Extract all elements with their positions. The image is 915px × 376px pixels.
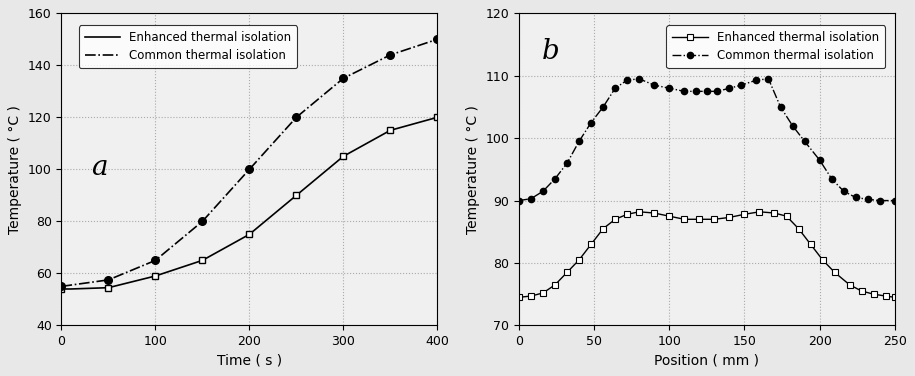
Common thermal isolation	[736, 83, 747, 87]
Enhanced thermal isolation	[562, 270, 573, 274]
Legend: Enhanced thermal isolation, Common thermal isolation: Enhanced thermal isolation, Common therm…	[79, 26, 297, 68]
Common thermal isolation	[634, 77, 645, 81]
Enhanced thermal isolation	[197, 258, 208, 262]
Enhanced thermal isolation	[597, 226, 608, 231]
Y-axis label: Temperature ( °C ): Temperature ( °C )	[466, 105, 479, 234]
Enhanced thermal isolation	[65, 287, 76, 291]
Enhanced thermal isolation	[679, 217, 690, 221]
Common thermal isolation	[621, 78, 632, 82]
Common thermal isolation	[691, 89, 702, 94]
Common thermal isolation	[597, 105, 608, 109]
Enhanced thermal isolation	[845, 283, 856, 287]
Common thermal isolation	[814, 158, 825, 162]
Enhanced thermal isolation	[754, 209, 765, 214]
Common thermal isolation	[751, 78, 762, 82]
Enhanced thermal isolation	[56, 287, 67, 291]
Enhanced thermal isolation	[817, 258, 828, 262]
Common thermal isolation	[702, 89, 713, 94]
Enhanced thermal isolation	[805, 242, 816, 247]
Enhanced thermal isolation	[663, 214, 674, 218]
Enhanced thermal isolation	[781, 214, 792, 218]
Enhanced thermal isolation	[525, 294, 536, 298]
Enhanced thermal isolation	[694, 217, 705, 221]
Enhanced thermal isolation	[649, 211, 660, 215]
Line: Enhanced thermal isolation: Enhanced thermal isolation	[61, 117, 437, 289]
Enhanced thermal isolation	[793, 226, 804, 231]
Enhanced thermal isolation	[868, 292, 879, 296]
Common thermal isolation	[724, 86, 735, 91]
Common thermal isolation	[663, 86, 674, 91]
Common thermal isolation	[787, 123, 798, 128]
Common thermal isolation	[775, 105, 786, 109]
Enhanced thermal isolation	[829, 270, 840, 274]
Common thermal isolation	[712, 89, 723, 94]
Line: Common thermal isolation: Common thermal isolation	[61, 39, 437, 287]
Common thermal isolation	[550, 176, 561, 181]
Common thermal isolation	[862, 197, 873, 202]
Common thermal isolation	[763, 77, 774, 81]
Enhanced thermal isolation	[432, 115, 443, 120]
Common thermal isolation	[874, 198, 885, 203]
Common thermal isolation	[513, 198, 524, 203]
Common thermal isolation	[56, 284, 67, 289]
Common thermal isolation	[291, 115, 302, 120]
Legend: Enhanced thermal isolation, Common thermal isolation: Enhanced thermal isolation, Common therm…	[666, 26, 885, 68]
Common thermal isolation	[799, 139, 810, 144]
Enhanced thermal isolation	[150, 274, 161, 278]
Enhanced thermal isolation	[880, 294, 891, 298]
X-axis label: Time ( s ): Time ( s )	[217, 354, 282, 368]
Enhanced thermal isolation	[513, 295, 524, 300]
Common thermal isolation	[385, 53, 396, 57]
Enhanced thermal isolation	[537, 291, 548, 295]
Enhanced thermal isolation	[338, 154, 349, 159]
Common thermal isolation	[609, 86, 620, 91]
Enhanced thermal isolation	[621, 212, 632, 217]
Common thermal isolation	[574, 139, 585, 144]
Enhanced thermal isolation	[586, 242, 597, 247]
Common thermal isolation	[525, 196, 536, 201]
X-axis label: Position ( mm ): Position ( mm )	[654, 354, 759, 368]
Text: a: a	[92, 154, 108, 181]
Line: Common thermal isolation: Common thermal isolation	[516, 76, 898, 204]
Common thermal isolation	[338, 76, 349, 80]
Enhanced thermal isolation	[385, 128, 396, 133]
Enhanced thermal isolation	[291, 193, 302, 198]
Enhanced thermal isolation	[889, 295, 900, 300]
Common thermal isolation	[889, 198, 900, 203]
Enhanced thermal isolation	[244, 232, 255, 237]
Enhanced thermal isolation	[634, 209, 645, 214]
Common thermal isolation	[850, 195, 861, 200]
Text: b: b	[542, 38, 559, 65]
Enhanced thermal isolation	[856, 289, 867, 293]
Common thermal isolation	[679, 89, 690, 94]
Common thermal isolation	[826, 176, 837, 181]
Common thermal isolation	[562, 161, 573, 165]
Common thermal isolation	[197, 219, 208, 224]
Common thermal isolation	[537, 189, 548, 194]
Enhanced thermal isolation	[550, 283, 561, 287]
Common thermal isolation	[649, 83, 660, 87]
Enhanced thermal isolation	[769, 211, 780, 215]
Enhanced thermal isolation	[574, 258, 585, 262]
Common thermal isolation	[586, 120, 597, 125]
Line: Enhanced thermal isolation: Enhanced thermal isolation	[516, 209, 898, 300]
Enhanced thermal isolation	[609, 217, 620, 221]
Y-axis label: Temperature ( °C ): Temperature ( °C )	[8, 105, 22, 234]
Common thermal isolation	[838, 189, 849, 194]
Enhanced thermal isolation	[709, 217, 720, 221]
Common thermal isolation	[103, 277, 114, 282]
Enhanced thermal isolation	[724, 215, 735, 220]
Common thermal isolation	[150, 258, 161, 262]
Common thermal isolation	[244, 167, 255, 171]
Common thermal isolation	[432, 37, 443, 42]
Enhanced thermal isolation	[739, 212, 750, 217]
Common thermal isolation	[65, 283, 76, 287]
Enhanced thermal isolation	[103, 285, 114, 290]
